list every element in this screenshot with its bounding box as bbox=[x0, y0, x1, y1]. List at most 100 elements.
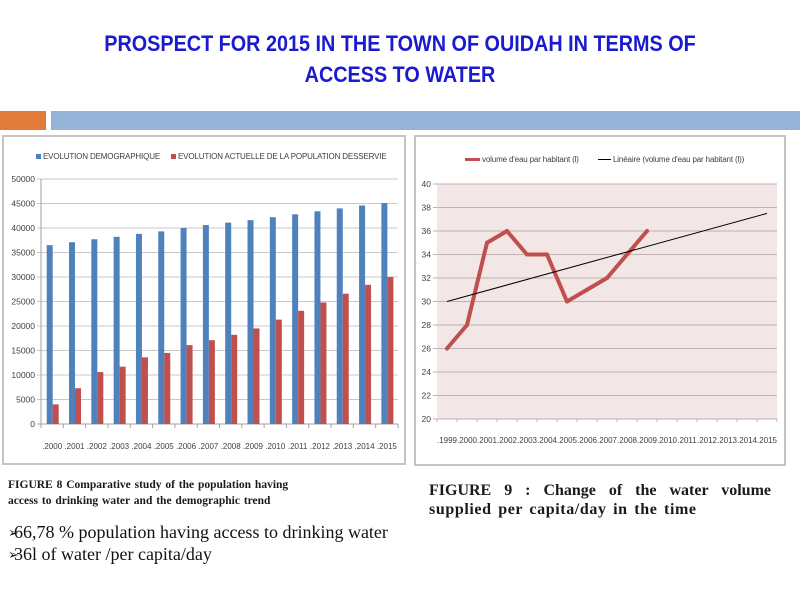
arrow-bullet-icon: ➢ bbox=[8, 526, 19, 541]
water-volume-point bbox=[605, 276, 609, 280]
x-tick-label: .2012 bbox=[697, 436, 718, 445]
bar-served-population bbox=[231, 334, 238, 424]
x-tick-label: .2003 bbox=[517, 436, 538, 445]
water-volume-point bbox=[625, 252, 629, 257]
figure-9-caption-line-2: supplied per capita/day in the time bbox=[429, 501, 697, 518]
y-tick-label: 28 bbox=[422, 320, 432, 330]
bar-served-population bbox=[275, 319, 282, 424]
y-tick-label: 30000 bbox=[11, 272, 35, 282]
bar-served-population bbox=[298, 310, 305, 424]
linear-trendline bbox=[446, 212, 768, 302]
x-tick-label: .2015 bbox=[757, 436, 778, 445]
y-tick-label: 32 bbox=[422, 273, 432, 283]
bar-chart-canvas: 0 5000 10000 15000 20000 25000 30000 35000 40000… bbox=[11, 174, 399, 451]
x-tick-label: .2009 bbox=[243, 442, 264, 451]
y-tick-label: 36 bbox=[422, 226, 432, 236]
legend-label: Linéaire (volume d'eau par habitant (l)) bbox=[613, 154, 745, 164]
line-chart-figure-9: 20 22 24 26 28 30 32 34 36 38 40.1999.2000.2001.20… bbox=[414, 135, 786, 466]
water-volume-point bbox=[525, 252, 529, 257]
bar-demographic-evolution bbox=[158, 231, 165, 424]
y-tick-label: 20000 bbox=[11, 321, 35, 331]
x-tick-label: .2003 bbox=[109, 442, 130, 451]
x-tick-label: .2010 bbox=[265, 442, 286, 451]
bar-demographic-evolution bbox=[359, 205, 366, 424]
bullet-text: 66,78 % population having access to drin… bbox=[14, 522, 388, 542]
water-volume-point bbox=[485, 240, 489, 245]
y-tick-label: 45000 bbox=[11, 199, 35, 209]
bar-demographic-evolution bbox=[336, 208, 343, 424]
x-tick-label: .2013 bbox=[717, 436, 738, 445]
x-tick-label: .2013 bbox=[332, 442, 353, 451]
y-tick-label: 35000 bbox=[11, 248, 35, 258]
water-volume-point bbox=[585, 287, 589, 292]
x-tick-label: .2009 bbox=[637, 436, 658, 445]
y-tick-label: 20 bbox=[422, 414, 432, 424]
bar-demographic-evolution bbox=[91, 239, 98, 424]
x-tick-label: .1999 bbox=[437, 436, 458, 445]
x-tick-label: .2010 bbox=[657, 436, 678, 445]
figure-9-caption-line-1: FIGURE 9 : Change of the water volume bbox=[429, 482, 771, 499]
water-volume-point bbox=[465, 323, 469, 327]
key-findings-list: ➢66,78 % population having access to dri… bbox=[8, 522, 478, 566]
y-tick-label: 15000 bbox=[11, 346, 35, 356]
x-tick-label: .2007 bbox=[597, 436, 618, 445]
slide-title: PROSPECT FOR 2015 IN THE TOWN OF OUIDAH … bbox=[0, 28, 800, 90]
x-tick-label: .2005 bbox=[557, 436, 578, 445]
figure-8-caption-line-1: FIGURE 8 Comparative study of the popula… bbox=[8, 479, 289, 491]
legend-swatch-red-line bbox=[465, 157, 480, 161]
y-tick-label: 30 bbox=[422, 297, 432, 307]
slide-title-line-1: PROSPECT FOR 2015 IN THE TOWN OF OUIDAH … bbox=[104, 31, 696, 56]
arrow-bullet-icon: ➢ bbox=[8, 548, 19, 563]
x-tick-label: .2008 bbox=[617, 436, 638, 445]
bullet-text: 36l of water /per capita/day bbox=[14, 544, 212, 564]
x-tick-label: .2004 bbox=[537, 436, 558, 445]
water-volume-point bbox=[445, 346, 449, 351]
bar-demographic-evolution bbox=[135, 233, 142, 424]
bar-demographic-evolution bbox=[225, 222, 232, 424]
bar-demographic-evolution bbox=[69, 242, 76, 424]
x-tick-label: .2001 bbox=[477, 436, 498, 445]
x-tick-label: .2008 bbox=[221, 442, 242, 451]
legend-label: volume d'eau par habitant (l) bbox=[482, 154, 579, 164]
y-tick-label: 40 bbox=[422, 179, 432, 189]
y-tick-label: 34 bbox=[422, 250, 432, 260]
accent-bar-blue bbox=[51, 111, 800, 130]
bar-served-population bbox=[141, 357, 148, 424]
y-tick-label: 38 bbox=[422, 203, 432, 213]
x-tick-label: .2006 bbox=[577, 436, 598, 445]
bar-served-population bbox=[320, 302, 327, 424]
bar-demographic-evolution bbox=[180, 228, 187, 424]
x-tick-label: .2005 bbox=[154, 442, 175, 451]
figure-8-caption: FIGURE 8 Comparative study of the popula… bbox=[8, 478, 348, 509]
bar-served-population bbox=[208, 340, 215, 424]
x-tick-label: .2004 bbox=[131, 442, 152, 451]
x-tick-label: .2015 bbox=[377, 442, 398, 451]
x-tick-label: .2011 bbox=[288, 442, 308, 451]
slide-title-line-2: ACCESS TO WATER bbox=[304, 62, 496, 87]
y-tick-label: 40000 bbox=[11, 223, 35, 233]
bar-served-population bbox=[365, 284, 372, 424]
bar-demographic-evolution bbox=[46, 245, 53, 424]
x-tick-label: .2002 bbox=[87, 442, 108, 451]
list-item: ➢36l of water /per capita/day bbox=[8, 544, 478, 566]
legend-label: EVOLUTION ACTUELLE DE LA POPULATION DESS… bbox=[178, 151, 387, 161]
y-tick-label: 0 bbox=[30, 419, 35, 429]
x-tick-label: .2007 bbox=[198, 442, 219, 451]
bar-served-population bbox=[52, 404, 59, 424]
water-volume-point bbox=[645, 229, 649, 233]
bar-demographic-evolution bbox=[113, 236, 120, 424]
bar-served-population bbox=[342, 293, 349, 424]
legend-item-served-population: EVOLUTION ACTUELLE DE LA POPULATION DESS… bbox=[171, 151, 387, 161]
bar-served-population bbox=[75, 388, 82, 424]
legend-label: EVOLUTION DEMOGRAPHIQUE bbox=[43, 151, 161, 161]
y-tick-label: 24 bbox=[422, 367, 432, 377]
bar-demographic-evolution bbox=[292, 214, 299, 424]
legend-item-water-volume: volume d'eau par habitant (l) bbox=[465, 154, 579, 164]
x-tick-label: .2002 bbox=[497, 436, 518, 445]
legend-item-demographic: EVOLUTION DEMOGRAPHIQUE bbox=[36, 151, 160, 161]
water-volume-point bbox=[545, 252, 549, 257]
x-tick-label: .2006 bbox=[176, 442, 197, 451]
water-volume-point bbox=[505, 229, 509, 233]
y-tick-label: 22 bbox=[422, 391, 432, 401]
bar-demographic-evolution bbox=[247, 220, 254, 424]
